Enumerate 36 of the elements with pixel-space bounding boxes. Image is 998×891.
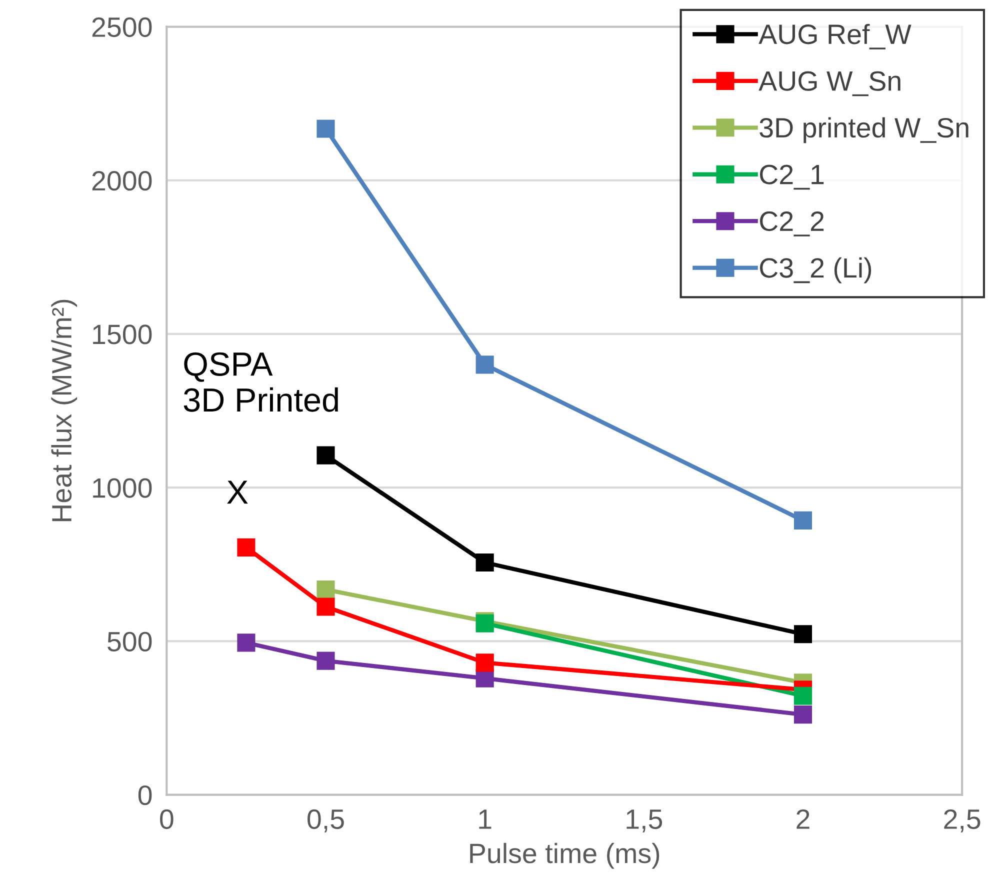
x-tick-label: 1	[479, 810, 492, 829]
x-tick-label: 2	[796, 809, 810, 829]
y-tick-label: 1000	[93, 478, 152, 498]
point	[794, 511, 812, 530]
y-tick-label: 2500	[92, 17, 152, 38]
x-tick-label: 1,5	[626, 810, 662, 832]
point	[237, 634, 256, 652]
annotation: QSPA 3D Printed	[184, 352, 338, 412]
legend-label: 3D printed W_Sn	[760, 117, 968, 144]
point	[476, 356, 494, 374]
point	[316, 580, 335, 599]
point	[237, 538, 256, 556]
y-axis-title: Heat flux (MW/m²)	[51, 300, 78, 522]
point	[794, 686, 812, 705]
point	[794, 625, 812, 644]
y-tick-label: 1500	[93, 324, 152, 344]
y-tick-label: 500	[108, 632, 152, 652]
legend-label: C2_2	[760, 211, 824, 236]
legend-label: AUG W_Sn	[758, 71, 900, 96]
x-axis-title: Pulse time (ms)	[470, 842, 660, 869]
legend-label: C3_2 (Li)	[760, 257, 872, 284]
x-tick-label: 2,5	[944, 809, 980, 832]
x-tick-label: 0	[160, 809, 174, 830]
annotation: X	[227, 480, 248, 504]
y-tick-label: 0	[138, 785, 152, 806]
point	[794, 706, 812, 724]
y-tick-label: 2000	[92, 171, 152, 191]
point	[316, 598, 335, 616]
legend-label: C2_1	[760, 164, 824, 190]
point	[316, 120, 335, 138]
point	[316, 446, 335, 464]
x-tick-label: 0,5	[308, 809, 344, 832]
point	[476, 553, 494, 572]
point	[476, 654, 494, 672]
legend-label: AUG Ref_W	[758, 24, 912, 50]
point	[316, 652, 335, 670]
